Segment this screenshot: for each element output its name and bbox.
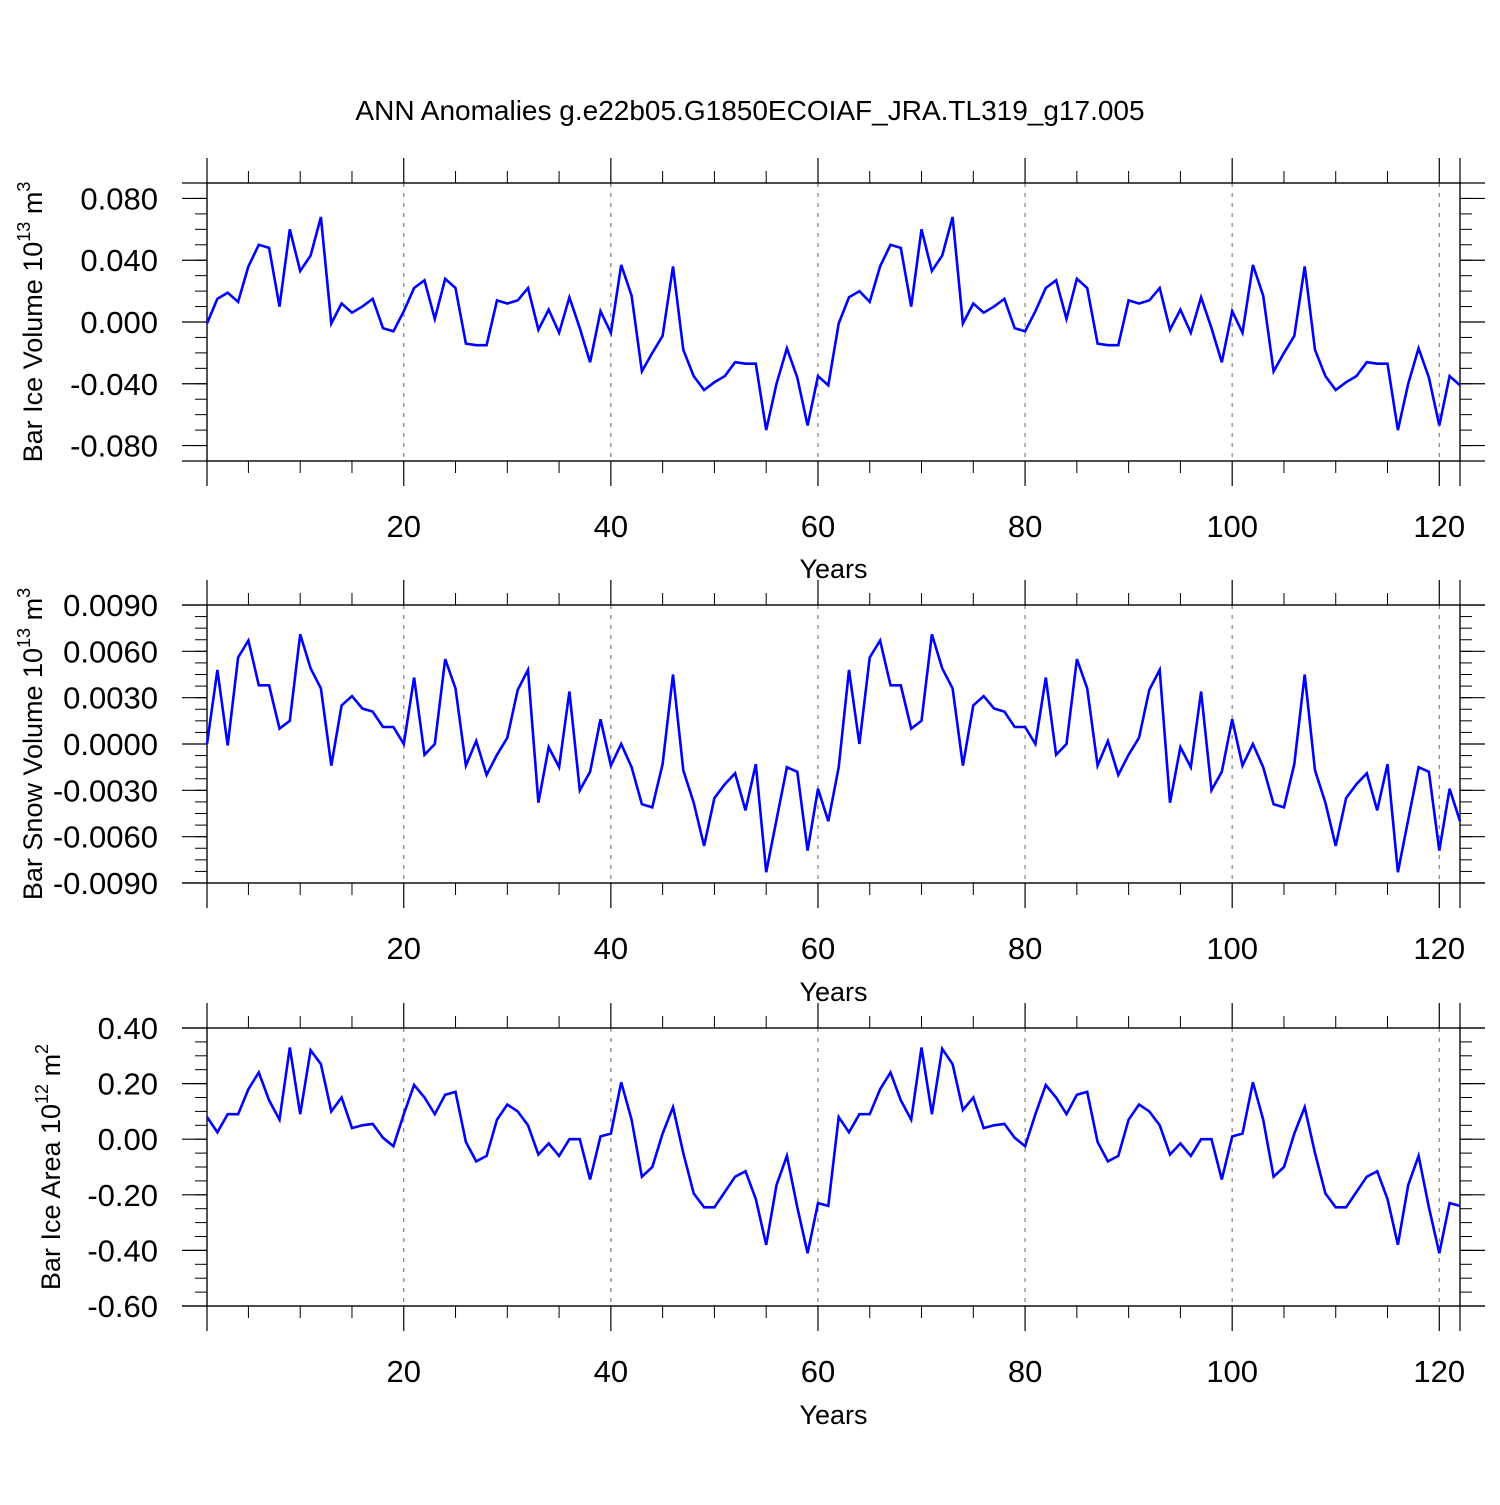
y-axis-label-unit: m [18, 192, 48, 222]
y-tick-label: 0.0090 [63, 588, 158, 623]
x-tick-label: 100 [1206, 509, 1258, 544]
y-axis-label-exp: 13 [14, 222, 34, 242]
y-tick-label: -0.0060 [53, 820, 158, 855]
y-axis-label-exp: 12 [32, 1084, 52, 1104]
y-tick-label: -0.20 [87, 1178, 158, 1213]
y-tick-label: -0.60 [87, 1289, 158, 1324]
y-tick-label: 0.0060 [63, 634, 158, 669]
x-axis-label: Years [799, 977, 867, 1007]
y-axis-label: Bar Ice Area 1012 m2 [32, 1044, 66, 1290]
x-tick-label: 40 [594, 931, 628, 966]
y-tick-label: 0.040 [80, 243, 158, 278]
x-tick-label: 100 [1206, 1354, 1258, 1389]
x-tick-label: 80 [1008, 509, 1042, 544]
x-tick-label: 20 [387, 931, 421, 966]
x-tick-label: 120 [1413, 509, 1465, 544]
y-tick-label: -0.0090 [53, 866, 158, 901]
y-tick-label: 0.00 [98, 1122, 158, 1157]
y-axis-label-main: Bar Snow Volume 10 [18, 648, 48, 900]
y-axis-label-unit: m [18, 598, 48, 628]
series-line [205, 1045, 1461, 1254]
x-tick-label: 80 [1008, 1354, 1042, 1389]
panel-2: -0.0090 -0.0060 -0.0030 0.0000 0.0030 0.0060 0… [14, 580, 1485, 1007]
y-axis-label: Bar Snow Volume 1013 m3 [14, 588, 48, 900]
y-axis-label-unit: m [36, 1054, 66, 1084]
y-tick-label: 0.080 [80, 181, 158, 216]
x-tick-label: 20 [387, 509, 421, 544]
y-tick-label: 0.40 [98, 1011, 158, 1046]
y-axis-label: Bar Ice Volume 1013 m3 [14, 182, 48, 463]
y-tick-label: 0.20 [98, 1067, 158, 1102]
y-tick-label: 0.0000 [63, 727, 158, 762]
x-tick-label: 20 [387, 1354, 421, 1389]
series-line [205, 216, 1461, 431]
x-tick-label: 120 [1413, 931, 1465, 966]
series-line [205, 633, 1462, 873]
x-axis-label: Years [799, 554, 867, 584]
y-tick-label: -0.040 [70, 367, 158, 402]
panel-1: -0.080 -0.040 0.000 0.040 0.080 20 40 60 80 100 12… [14, 158, 1485, 584]
y-axis-label-main: Bar Ice Area 10 [36, 1104, 66, 1290]
x-tick-label: 60 [801, 931, 835, 966]
y-axis-label-unit-exp: 3 [14, 182, 34, 192]
y-tick-label: -0.40 [87, 1233, 158, 1268]
x-tick-label: 120 [1413, 1354, 1465, 1389]
x-axis-label: Years [799, 1400, 867, 1430]
x-tick-label: 40 [594, 1354, 628, 1389]
x-tick-label: 40 [594, 509, 628, 544]
y-axis-label-unit-exp: 3 [14, 588, 34, 598]
figure-title: ANN Anomalies g.e22b05.G1850ECOIAF_JRA.T… [355, 95, 1144, 126]
x-tick-label: 60 [801, 509, 835, 544]
y-axis-label-main: Bar Ice Volume 10 [18, 242, 48, 463]
y-tick-label: 0.000 [80, 305, 158, 340]
x-tick-label: 60 [801, 1354, 835, 1389]
y-tick-label: 0.0030 [63, 681, 158, 716]
y-axis-label-unit-exp: 2 [32, 1044, 52, 1054]
y-axis-label-exp: 13 [14, 628, 34, 648]
y-tick-label: -0.0030 [53, 773, 158, 808]
x-tick-label: 80 [1008, 931, 1042, 966]
panel-3: -0.60 -0.40 -0.20 0.00 0.20 0.40 20 40 60 80 100 12… [32, 1003, 1485, 1430]
x-tick-label: 100 [1206, 931, 1258, 966]
y-tick-label: -0.080 [70, 429, 158, 464]
